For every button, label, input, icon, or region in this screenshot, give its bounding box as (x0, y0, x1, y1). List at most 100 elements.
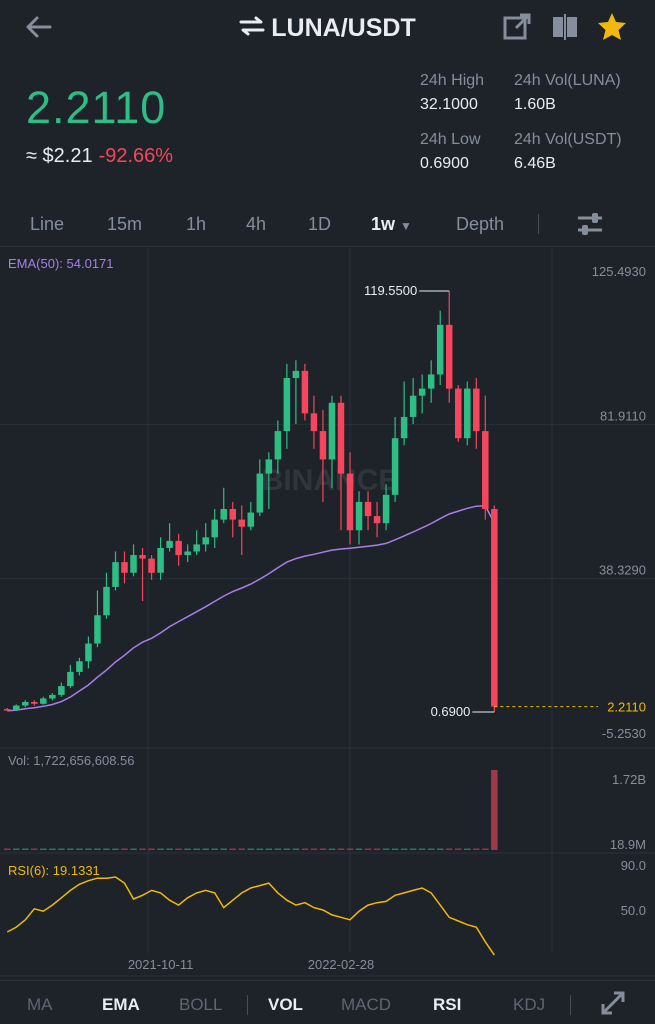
pair-title[interactable]: LUNA/USDT (0, 14, 655, 43)
volume-bar (247, 848, 255, 850)
volume-bar (301, 848, 309, 850)
indicator-rsi[interactable]: RSI (433, 995, 462, 1014)
tab-1w-label: 1w (371, 214, 396, 234)
kline-chart[interactable]: BINANCE EMA(50): 54.0171 Vol: 1,722,656,6… (0, 248, 655, 980)
volume-bar (139, 848, 146, 850)
candle-body (157, 547, 164, 573)
candle-body (220, 509, 227, 520)
candle-body (22, 702, 29, 706)
candle-body (76, 661, 83, 672)
volume-bar (40, 848, 47, 850)
interval-tabs: Line 15m 1h 4h 1D 1w ▼ Depth (0, 208, 655, 240)
volume-bar (67, 848, 74, 850)
tab-divider (538, 214, 539, 234)
rsi-line (6, 876, 495, 956)
tab-15m[interactable]: 15m (107, 214, 143, 234)
rsi-line (6, 876, 495, 956)
favorite-star-icon[interactable] (597, 12, 627, 42)
volume-bar (355, 848, 363, 850)
stat-value: 6.46B (514, 155, 556, 172)
tab-1h[interactable]: 1h (186, 214, 207, 234)
stat-value: 1.60B (514, 96, 556, 113)
candle-body (355, 501, 363, 531)
candle-body (256, 473, 264, 513)
candle-body (58, 686, 65, 695)
volume-bar (157, 848, 164, 850)
y-tick: 81.9110 (600, 408, 646, 423)
volume-bar (13, 848, 20, 850)
volume-bar (427, 848, 435, 850)
stat-label: 24h Vol(USDT) (514, 131, 622, 148)
tab-line[interactable]: Line (30, 214, 65, 234)
last-price: 2.2110 (26, 82, 167, 133)
tab-4h[interactable]: 4h (246, 214, 267, 234)
volume-bar (274, 848, 282, 850)
candle-body (301, 370, 309, 414)
volume-bar (473, 848, 480, 850)
volume-bar (103, 848, 110, 850)
x-tick: 2021-10-11 (128, 957, 194, 972)
volume-bar (436, 848, 444, 850)
indicator-boll[interactable]: BOLL (179, 995, 223, 1014)
price-change: -92.66% (98, 145, 174, 167)
indicator-kdj[interactable]: KDJ (513, 995, 546, 1014)
volume-bar (85, 848, 92, 850)
chart-labels: EMA(50): 54.0171 Vol: 1,722,656,608.56 RSI… (8, 256, 650, 972)
back-arrow-icon[interactable] (22, 10, 56, 44)
indicator-vol[interactable]: VOL (268, 995, 303, 1014)
tab-depth[interactable]: Depth (456, 214, 505, 234)
volume-bar (310, 848, 318, 850)
fullscreen-icon[interactable] (599, 989, 627, 1022)
volume-bar (175, 848, 182, 850)
indicator-macd[interactable]: MACD (341, 995, 392, 1014)
candle-body (265, 459, 273, 474)
min-label: 0.6900 (431, 704, 471, 719)
candle-body (328, 402, 336, 460)
candle-body (445, 324, 453, 389)
volume-bar (76, 848, 83, 850)
volume-bar (166, 848, 173, 850)
candle-body (67, 671, 74, 687)
volume-bar (418, 848, 426, 850)
candle-body (31, 702, 38, 704)
indicator-divider (570, 995, 571, 1015)
candle-body (310, 413, 318, 432)
candle-body (364, 501, 372, 517)
compare-icon[interactable] (550, 12, 580, 42)
volume-bar (193, 848, 200, 850)
candle-body (238, 519, 246, 527)
y-tick: -5.2530 (602, 726, 646, 741)
y-tick: 125.4930 (592, 264, 646, 279)
volume-bar (49, 848, 56, 850)
candle-body (473, 388, 480, 432)
tab-1w[interactable]: 1w ▼ (371, 214, 412, 235)
indicator-ema[interactable]: EMA (102, 995, 140, 1014)
candle-body (274, 431, 282, 460)
usd-price: ≈ $2.21 (26, 145, 93, 167)
candle-body (121, 562, 128, 573)
volume-bar (382, 848, 390, 850)
indicator-ma[interactable]: MA (27, 995, 53, 1014)
volume-bar (220, 848, 227, 850)
swap-icon (239, 14, 265, 43)
ema-line (7, 505, 495, 712)
stat-label: 24h Vol(LUNA) (514, 72, 621, 89)
y-tick: 38.3290 (599, 563, 646, 578)
tab-1d[interactable]: 1D (308, 214, 332, 234)
volume-bar (4, 848, 11, 850)
ema-label: EMA(50): 54.0171 (8, 256, 114, 271)
rsi-tick: 90.0 (621, 858, 646, 873)
share-icon[interactable] (502, 12, 532, 42)
candle-body (346, 473, 354, 531)
candle-body (40, 698, 47, 704)
volume-bar (112, 848, 119, 850)
volume-bar (238, 848, 246, 850)
volume-bar (364, 848, 372, 850)
volume-bar (58, 848, 65, 850)
stat-label: 24h High (420, 72, 485, 89)
candle-body (202, 537, 209, 545)
stat-value: 0.6900 (420, 155, 469, 172)
volume-bar (464, 848, 471, 850)
volume-bar (265, 848, 273, 850)
settings-sliders-icon[interactable] (575, 210, 605, 243)
